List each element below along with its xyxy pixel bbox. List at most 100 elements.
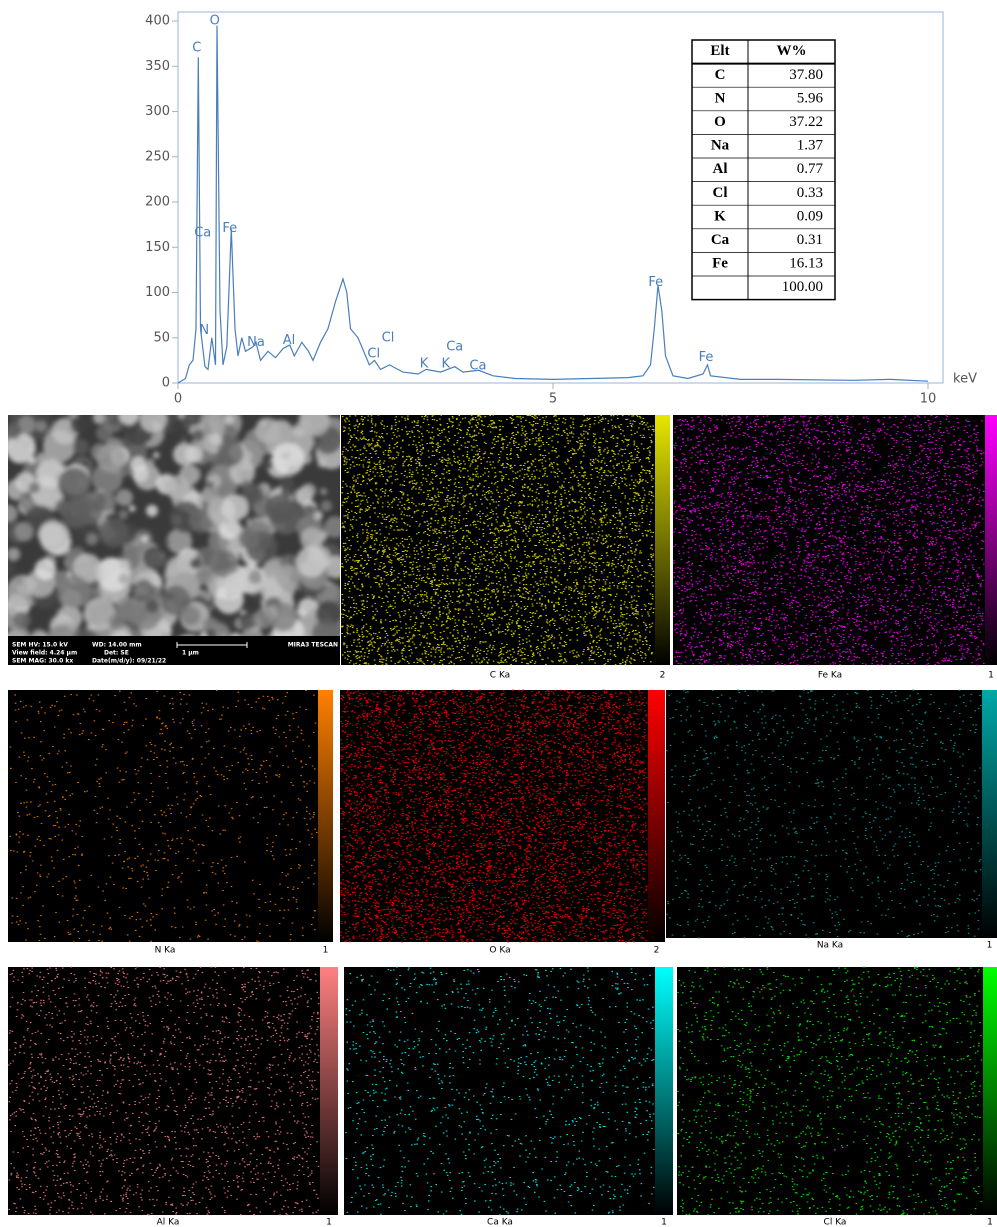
sem-grain <box>73 439 89 455</box>
sem-grain <box>161 623 171 633</box>
sem-grain <box>165 475 189 499</box>
sem-grain <box>96 443 126 473</box>
sem-grain <box>116 489 133 506</box>
peak-label: Al <box>283 333 296 348</box>
map-label: Al Ka <box>157 1218 180 1227</box>
sem-grain <box>148 551 165 568</box>
sem-grain <box>133 579 155 601</box>
peak-label: Ca <box>469 358 486 373</box>
x-tick-label: 0 <box>174 392 182 407</box>
table-value: 0.77 <box>797 161 824 177</box>
table-header: W% <box>777 43 807 59</box>
sem-grain <box>255 418 281 444</box>
colorbar <box>982 690 997 938</box>
colorbar-max: 1 <box>987 941 993 951</box>
map-label: Fe Ka <box>818 671 842 681</box>
peak-label: Ca <box>194 225 211 240</box>
sem-grain <box>35 559 57 581</box>
sem-grain <box>57 575 90 608</box>
sem-grain <box>125 604 146 625</box>
figure: keV 0501001502002503003504000510COCaFeNN… <box>0 0 997 1227</box>
table-value: 37.22 <box>789 114 823 130</box>
colorbar <box>985 415 997 665</box>
sem-grain <box>15 522 33 540</box>
table-value: 37.80 <box>789 67 823 83</box>
table-value: 16.13 <box>789 256 823 272</box>
sem-grain <box>248 571 261 584</box>
sem-grain <box>86 533 98 545</box>
sem-grain <box>222 494 249 521</box>
sem-grain <box>223 573 247 597</box>
map-label: N Ka <box>155 946 176 956</box>
sem-info: Det: SE <box>104 650 129 657</box>
table-value: 1.37 <box>797 138 824 154</box>
peak-label: Ca <box>446 339 463 354</box>
table-value: 5.96 <box>797 90 824 106</box>
sem-grain <box>13 611 31 629</box>
peak-label: Fe <box>222 221 237 236</box>
sem-grain <box>145 599 159 613</box>
y-tick-label: 0 <box>162 376 170 391</box>
sem-grain <box>5 422 22 439</box>
sem-grain <box>129 505 136 512</box>
colorbar <box>983 967 997 1215</box>
sem-grain <box>36 421 47 432</box>
peak-label: Na <box>247 335 265 350</box>
sem-info: WD: 14.00 mm <box>92 642 142 649</box>
map-background <box>8 690 318 942</box>
sem-grain <box>190 558 201 569</box>
sem-grain <box>243 480 250 487</box>
map-label: Ca Ka <box>487 1218 513 1227</box>
sem-grain <box>225 415 235 425</box>
colorbar-max: 1 <box>987 1218 993 1227</box>
sem-grain <box>130 457 146 473</box>
sem-grain <box>0 505 18 523</box>
y-tick-label: 100 <box>145 285 170 300</box>
colorbar <box>655 967 673 1215</box>
sem-info: Date(m/d/y): 09/21/22 <box>92 658 166 665</box>
sem-grain <box>119 559 130 570</box>
sem-grain <box>192 429 204 441</box>
sem-grain <box>141 535 148 542</box>
peak-label: Fe <box>648 275 663 290</box>
sem-grain <box>85 491 106 512</box>
sem-grain <box>119 405 139 425</box>
sem-grain <box>217 440 244 467</box>
table-value: 0.33 <box>797 185 823 201</box>
sem-grain <box>300 406 330 436</box>
colorbar <box>320 967 338 1215</box>
colorbar-max: 1 <box>988 671 994 681</box>
sem-grain <box>70 416 88 434</box>
x-axis-label: keV <box>953 372 977 387</box>
peak-label: K <box>441 356 450 371</box>
sem-info: MIRA3 TESCAN <box>288 642 338 649</box>
y-tick-label: 300 <box>145 104 170 119</box>
colorbar-max: 1 <box>326 1218 332 1227</box>
table-value: 0.31 <box>797 232 823 248</box>
map-background <box>8 967 320 1215</box>
sem-grain <box>181 437 188 444</box>
table-element: Al <box>713 161 728 177</box>
sem-grain <box>321 500 332 511</box>
sem-grain <box>320 488 327 495</box>
y-tick-label: 400 <box>145 14 170 29</box>
y-tick-label: 250 <box>145 149 170 164</box>
y-tick-label: 350 <box>145 59 170 74</box>
sem-grain <box>119 510 129 520</box>
table-value: 0.09 <box>797 208 823 224</box>
table-element: C <box>715 67 726 83</box>
colorbar-max: 2 <box>654 946 660 956</box>
sem-grain <box>300 484 315 499</box>
sem-grain <box>207 482 213 488</box>
map-background <box>344 967 655 1215</box>
sem-grain <box>210 433 222 445</box>
sem-grain <box>39 523 63 547</box>
peak-label: Fe <box>699 350 714 365</box>
table-element: Cl <box>713 185 728 201</box>
sem-grain <box>99 518 128 547</box>
map-label: Cl Ka <box>824 1218 847 1227</box>
sem-grain <box>314 511 323 520</box>
sem-image: SEM HV: 15.0 kVWD: 14.00 mmMIRA3 TESCANV… <box>0 400 348 682</box>
y-tick-label: 200 <box>145 195 170 210</box>
peak-label: C <box>192 41 201 56</box>
